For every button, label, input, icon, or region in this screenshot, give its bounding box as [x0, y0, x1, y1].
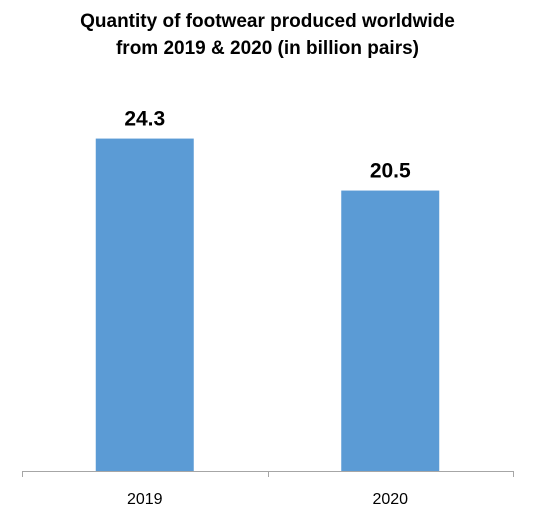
data-label-2019: 24.3 — [124, 108, 165, 131]
bar-2020 — [341, 190, 440, 471]
data-label-2020: 20.5 — [370, 160, 411, 183]
chart-title-line-2: from 2019 & 2020 (in billion pairs) — [115, 38, 420, 59]
x-tick-label-2019: 2019 — [127, 491, 163, 508]
chart-title-line-1: Quantity of footwear produced worldwide — [80, 11, 455, 32]
chart-title: Quantity of footwear produced worldwide … — [0, 8, 535, 62]
x-tick-label-2020: 2020 — [372, 491, 408, 508]
bar-2019 — [95, 138, 194, 472]
